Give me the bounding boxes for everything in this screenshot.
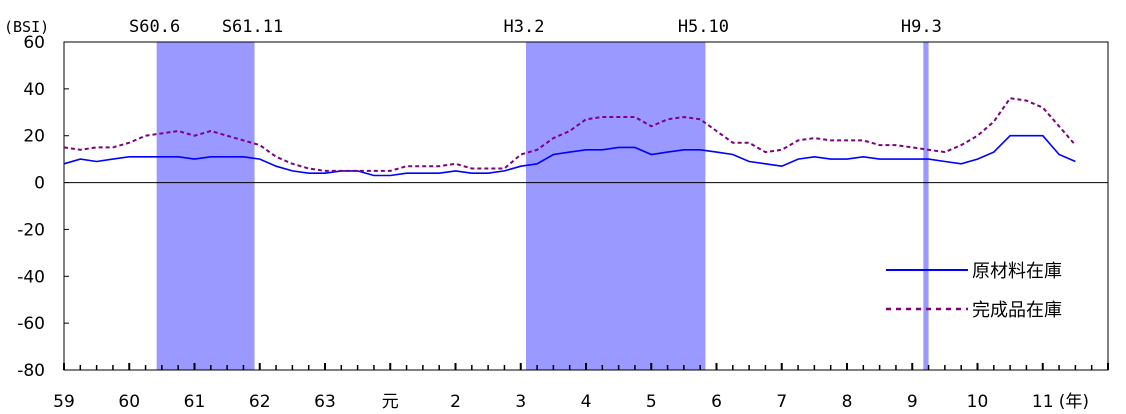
series-lines bbox=[63, 97, 1077, 177]
x-tick-label: 8 bbox=[842, 392, 853, 412]
x-tick-label: 3 bbox=[515, 392, 526, 412]
x-tick-label: 59 bbox=[53, 392, 75, 412]
shaded-period-0 bbox=[156, 42, 255, 370]
x-tick-label: 元 bbox=[382, 392, 399, 412]
shaded-period-1 bbox=[525, 42, 706, 370]
y-tick-label: 20 bbox=[23, 127, 45, 147]
legend: 原材料在庫 完成品在庫 bbox=[886, 261, 1062, 321]
y-tick-label: 40 bbox=[23, 80, 45, 100]
period-start-label-0: S60.6 bbox=[129, 17, 180, 37]
y-tick-label: -80 bbox=[17, 361, 45, 381]
x-tick-label: 6 bbox=[711, 392, 722, 412]
period-start-label-2: H9.3 bbox=[901, 17, 942, 37]
period-start-label-1: H3.2 bbox=[503, 17, 544, 37]
shaded-period-2 bbox=[923, 42, 929, 370]
x-tick-label: 9 bbox=[907, 392, 918, 412]
x-tick-label: 5 bbox=[646, 392, 657, 412]
legend-label-finished-goods: 完成品在庫 bbox=[972, 300, 1062, 321]
series-line-0 bbox=[63, 134, 1076, 177]
x-tick-label: 11 bbox=[1032, 392, 1054, 412]
x-axis-unit-label: (年) bbox=[1059, 392, 1089, 412]
x-tick-label: 63 bbox=[314, 392, 336, 412]
period-end-label-1: H5.10 bbox=[678, 17, 729, 37]
legend-label-raw-materials: 原材料在庫 bbox=[972, 261, 1062, 282]
x-tick-label: 61 bbox=[184, 392, 206, 412]
y-tick-label: -60 bbox=[17, 314, 45, 334]
recession-shading bbox=[156, 42, 929, 370]
y-tick-label: 0 bbox=[34, 174, 45, 194]
x-tick-label: 2 bbox=[450, 392, 461, 412]
y-axis-ticks: 60 40 20 0 -20 -40 -60 -80 bbox=[17, 33, 69, 381]
x-tick-label: 62 bbox=[249, 392, 271, 412]
x-tick-label: 4 bbox=[581, 392, 592, 412]
period-labels: S60.6 S61.11 H3.2 H5.10 H9.3 bbox=[129, 17, 942, 37]
y-tick-label: -20 bbox=[17, 220, 45, 240]
period-end-label-0: S61.11 bbox=[222, 17, 283, 37]
x-axis-ticks: 59 60 61 62 63 元 2 3 4 5 6 7 8 9 10 11 bbox=[53, 363, 1109, 412]
y-tick-label: -40 bbox=[17, 267, 45, 287]
x-tick-label: 7 bbox=[776, 392, 787, 412]
y-axis-unit-label: (BSI) bbox=[4, 18, 49, 36]
x-tick-label: 60 bbox=[118, 392, 140, 412]
series-line-1 bbox=[63, 97, 1077, 172]
y-tick-label: 60 bbox=[23, 33, 45, 53]
x-tick-label: 10 bbox=[967, 392, 989, 412]
